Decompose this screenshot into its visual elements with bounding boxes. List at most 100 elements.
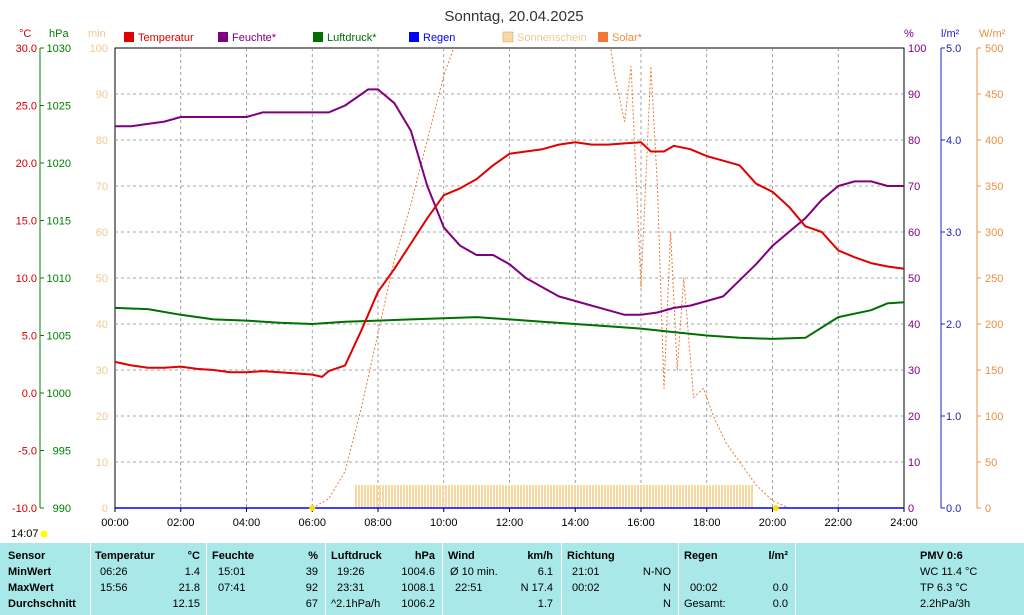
sunshine-bar bbox=[621, 485, 624, 508]
sunshine-bar bbox=[660, 485, 663, 508]
sunshine-bar bbox=[612, 485, 615, 508]
sunshine-bar bbox=[567, 485, 570, 508]
tick-label-sunshine: 90 bbox=[96, 89, 108, 101]
sunshine-bar bbox=[408, 485, 411, 508]
sunshine-bar bbox=[579, 485, 582, 508]
sunshine-bar bbox=[699, 485, 702, 508]
tick-label-solar: 200 bbox=[985, 319, 1003, 331]
sunshine-bar bbox=[501, 485, 504, 508]
tick-label-press: 1005 bbox=[47, 331, 71, 343]
x-tick-label: 14:00 bbox=[561, 517, 589, 529]
rain-time: Gesamt: bbox=[684, 598, 726, 610]
sunshine-bar bbox=[354, 485, 357, 508]
legend-label-solar: Solar* bbox=[612, 32, 643, 44]
x-axis-ticks: 00:00 02:00 04:00 06:00 08:00 10:00 12:00 14:00… bbox=[101, 505, 918, 529]
sunshine-bar bbox=[654, 485, 657, 508]
sunshine-bar bbox=[603, 485, 606, 508]
tick-label-press: 1030 bbox=[47, 43, 71, 55]
sunshine-bar bbox=[576, 485, 579, 508]
tick-label-press: 1010 bbox=[47, 273, 71, 285]
row-label: MaxWert bbox=[8, 582, 54, 594]
press-time: ^2.1hPa/h bbox=[331, 598, 381, 610]
tick-label-temp: 25.0 bbox=[16, 101, 37, 113]
legend-label-temp: Temperatur bbox=[138, 32, 194, 44]
sunshine-bar bbox=[375, 485, 378, 508]
legend-label-hum: Feuchte* bbox=[232, 32, 277, 44]
sunshine-bar bbox=[366, 485, 369, 508]
sunshine-bar bbox=[606, 485, 609, 508]
hum-value: 67 bbox=[305, 598, 318, 610]
sunshine-bar bbox=[426, 485, 429, 508]
x-tick-label: 16:00 bbox=[627, 517, 655, 529]
legend: Temperatur Feuchte* Luftdruck* Regen Sonnens… bbox=[124, 31, 643, 44]
sunshine-bar bbox=[417, 485, 420, 508]
legend-swatch-press bbox=[313, 32, 323, 42]
header-wind: Wind bbox=[448, 550, 475, 562]
sunshine-bar bbox=[717, 485, 720, 508]
sunshine-bar bbox=[510, 485, 513, 508]
tick-label-sunshine: 50 bbox=[96, 273, 108, 285]
dir-value: N-NO bbox=[642, 566, 671, 578]
tick-label-rain: 0.0 bbox=[946, 503, 961, 515]
legend-swatch-sunshine bbox=[502, 31, 514, 43]
sunshine-bar bbox=[678, 485, 681, 508]
tick-label-temp: 5.0 bbox=[22, 331, 37, 343]
x-tick-label: 24:00 bbox=[890, 517, 918, 529]
sunshine-bar bbox=[507, 485, 510, 508]
sunshine-bar bbox=[471, 485, 474, 508]
x-tick-label: 20:00 bbox=[759, 517, 787, 529]
tick-label-solar: 100 bbox=[985, 411, 1003, 423]
sunshine-bar bbox=[744, 485, 747, 508]
sunshine-bar bbox=[675, 485, 678, 508]
sunshine-bar bbox=[381, 485, 384, 508]
sunshine-bar bbox=[492, 485, 495, 508]
sunshine-bar bbox=[672, 485, 675, 508]
x-tick-label: 18:00 bbox=[693, 517, 721, 529]
sunshine-bar bbox=[528, 485, 531, 508]
x-tick-label: 10:00 bbox=[430, 517, 458, 529]
sunshine-bar bbox=[411, 485, 414, 508]
sunshine-bar bbox=[729, 485, 732, 508]
sunshine-bar bbox=[372, 485, 375, 508]
temp-value: 12.15 bbox=[172, 598, 200, 610]
unit-rain: l/m² bbox=[941, 28, 960, 40]
tick-label-press: 1000 bbox=[47, 388, 71, 400]
sunshine-bar bbox=[423, 485, 426, 508]
sunshine-bar bbox=[702, 485, 705, 508]
x-tick-label: 06:00 bbox=[298, 517, 326, 529]
hum-time: 07:41 bbox=[218, 582, 246, 594]
weather-chart: Sonntag, 20.04.2025 °C hPa min% l/m² W/m² Te… bbox=[11, 8, 1006, 540]
sunshine-bar bbox=[711, 485, 714, 508]
sun-event-marker bbox=[772, 505, 779, 511]
hum-value: 92 bbox=[305, 582, 318, 594]
header-regen: Regen bbox=[684, 550, 718, 562]
sunshine-bar bbox=[564, 485, 567, 508]
sunshine-bar bbox=[561, 485, 564, 508]
header-temperatur-unit: °C bbox=[187, 550, 200, 562]
sunshine-bar bbox=[600, 485, 603, 508]
legend-swatch-hum bbox=[218, 32, 228, 42]
sunshine-bar bbox=[498, 485, 501, 508]
sunshine-bar bbox=[468, 485, 471, 508]
tick-label-sunshine: 10 bbox=[96, 457, 108, 469]
temp-time: 06:26 bbox=[100, 566, 128, 578]
sunshine-bar bbox=[360, 485, 363, 508]
sunshine-bar bbox=[636, 485, 639, 508]
tick-label-hum: 10 bbox=[908, 457, 920, 469]
sunshine-bar bbox=[741, 485, 744, 508]
sunshine-bar bbox=[648, 485, 651, 508]
axis-unit-labels: °C hPa min% l/m² W/m² bbox=[19, 28, 1006, 40]
tick-label-hum: 30 bbox=[908, 365, 920, 377]
tick-label-solar: 400 bbox=[985, 135, 1003, 147]
series-press-line bbox=[114, 301, 905, 340]
dir-time: 00:02 bbox=[572, 582, 600, 594]
unit-solar: W/m² bbox=[979, 28, 1006, 40]
sunshine-bar bbox=[429, 485, 432, 508]
sunshine-bar bbox=[486, 485, 489, 508]
tick-label-hum: 100 bbox=[908, 43, 926, 55]
sunshine-bar bbox=[693, 485, 696, 508]
sunshine-bar bbox=[405, 485, 408, 508]
rain-value: 0.0 bbox=[772, 582, 788, 594]
sunshine-bar bbox=[570, 485, 573, 508]
sunshine-bar bbox=[615, 485, 618, 508]
